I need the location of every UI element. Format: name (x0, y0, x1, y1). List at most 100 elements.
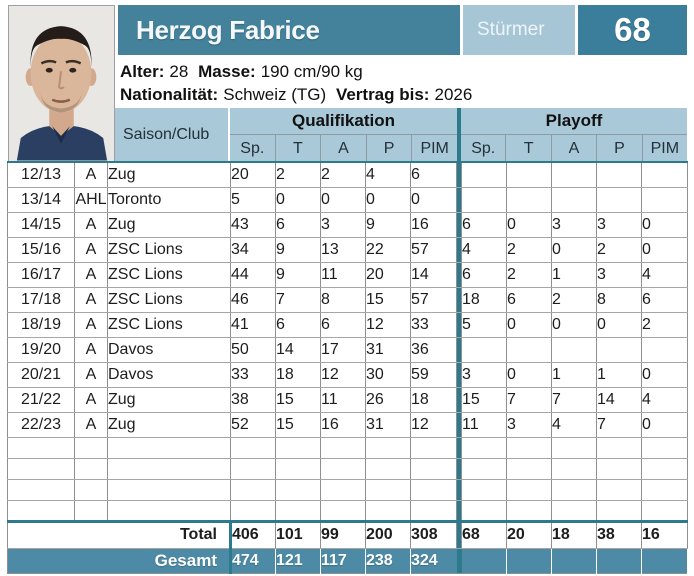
cell-quali-stat: 20 (365, 262, 411, 288)
cell-quali-stat: 11 (320, 387, 366, 413)
playoff-separator (456, 212, 462, 238)
cell-playoff-stat: 0 (506, 312, 552, 338)
cell-playoff-stat (461, 458, 507, 480)
cell-season: 20/21 (7, 362, 75, 388)
cell-playoff-stat: 4 (641, 387, 688, 413)
cell-playoff-stat: 7 (551, 387, 597, 413)
cell-season (7, 479, 75, 501)
cell-quali-stat: 31 (365, 337, 411, 363)
cell-playoff-stat (461, 187, 507, 213)
cell-quali-stat: 34 (230, 237, 276, 263)
cell-quali-stat: 0 (320, 187, 366, 213)
cell-league (74, 500, 108, 522)
cell-playoff-stat: 3 (596, 212, 642, 238)
stat-column-header: Sp. (240, 139, 265, 157)
cell-quali-stat: 9 (275, 262, 321, 288)
cell-club (107, 458, 231, 480)
cell-league: A (74, 162, 108, 188)
total-quali-stat: 406 (230, 519, 276, 549)
cell-playoff-stat (506, 500, 552, 522)
cell-quali-stat: 33 (230, 362, 276, 388)
stat-column-header: T (505, 135, 550, 162)
cell-quali-stat: 12 (320, 362, 366, 388)
cell-quali-stat: 52 (230, 412, 276, 438)
cell-playoff-stat: 0 (641, 237, 688, 263)
playoff-separator (456, 412, 462, 438)
cell-quali-stat (320, 437, 366, 459)
cell-playoff-stat (596, 458, 642, 480)
gesamt-playoff-stat (596, 548, 642, 573)
cell-quali-stat: 20 (230, 162, 276, 188)
cell-playoff-stat (551, 187, 597, 213)
header-group-divider (457, 108, 461, 162)
cell-playoff-stat: 6 (461, 262, 507, 288)
playoff-separator (456, 312, 462, 338)
cell-quali-stat (410, 479, 457, 501)
cell-season: 21/22 (7, 387, 75, 413)
cell-quali-stat (275, 458, 321, 480)
cell-quali-stat (320, 458, 366, 480)
stats-table-header: Saison/Club Qualifikation Sp. T A P PIM Play… (115, 108, 687, 162)
cell-quali-stat (365, 500, 411, 522)
qualifikation-group-title: Qualifikation (230, 108, 457, 135)
cell-quali-stat: 43 (230, 212, 276, 238)
total-playoff-stat: 18 (551, 519, 597, 549)
cell-quali-stat (365, 437, 411, 459)
stat-column-header: A (550, 135, 596, 162)
table-row: 17/18 A ZSC Lions 46 7 8 15 57 18 6 2 8 6 (7, 287, 688, 313)
cell-playoff-stat: 6 (641, 287, 688, 313)
cell-quali-stat: 38 (230, 387, 276, 413)
cell-playoff-stat: 5 (461, 312, 507, 338)
gesamt-quali-stat: 474 (230, 548, 276, 573)
cell-quali-stat: 13 (320, 237, 366, 263)
cell-playoff-stat (641, 437, 688, 459)
cell-quali-stat: 33 (410, 312, 457, 338)
total-playoff-stat: 16 (641, 519, 688, 549)
playoff-separator (456, 548, 462, 573)
cell-quali-stat (230, 437, 276, 459)
table-row: 14/15 A Zug 43 6 3 9 16 6 0 3 3 0 (7, 212, 688, 238)
playoff-separator (456, 458, 462, 480)
cell-season: 14/15 (7, 212, 75, 238)
cell-quali-stat: 4 (365, 162, 411, 188)
table-row: 12/13 A Zug 20 2 2 4 6 (7, 162, 688, 188)
cell-quali-stat: 2 (320, 162, 366, 188)
playoff-separator (456, 237, 462, 263)
cell-playoff-stat: 2 (551, 287, 597, 313)
cell-quali-stat (230, 479, 276, 501)
table-row: 13/14 AHL Toronto 5 0 0 0 0 (7, 187, 688, 213)
total-quali-stat: 308 (410, 519, 457, 549)
cell-quali-stat: 0 (410, 187, 457, 213)
cell-quali-stat (410, 458, 457, 480)
cell-playoff-stat (506, 479, 552, 501)
cell-quali-stat: 15 (365, 287, 411, 313)
playoff-group-title: Playoff (461, 108, 687, 135)
stat-column-header: A (320, 135, 366, 162)
cell-playoff-stat: 2 (641, 312, 688, 338)
cell-playoff-stat: 6 (506, 287, 552, 313)
cell-club: Davos (107, 362, 231, 388)
cell-playoff-stat: 15 (461, 387, 507, 413)
cell-club (107, 479, 231, 501)
cell-quali-stat (275, 500, 321, 522)
total-label: Total (7, 519, 232, 549)
cell-playoff-stat (641, 187, 688, 213)
cell-season (7, 437, 75, 459)
cell-playoff-stat (506, 162, 552, 188)
cell-playoff-stat: 3 (596, 262, 642, 288)
gesamt-row: Gesamt 474 121 117 238 324 (7, 548, 688, 573)
gesamt-quali-stat: 117 (320, 548, 366, 573)
cell-playoff-stat (551, 479, 597, 501)
cell-playoff-stat (641, 479, 688, 501)
cell-league: A (74, 387, 108, 413)
cell-quali-stat (365, 458, 411, 480)
cell-playoff-stat: 6 (461, 212, 507, 238)
cell-playoff-stat (596, 337, 642, 363)
cell-quali-stat: 44 (230, 262, 276, 288)
cell-league (74, 437, 108, 459)
cell-club: Toronto (107, 187, 231, 213)
gesamt-playoff-stat (506, 548, 552, 573)
cell-playoff-stat (461, 337, 507, 363)
total-playoff-stat: 68 (461, 519, 507, 549)
